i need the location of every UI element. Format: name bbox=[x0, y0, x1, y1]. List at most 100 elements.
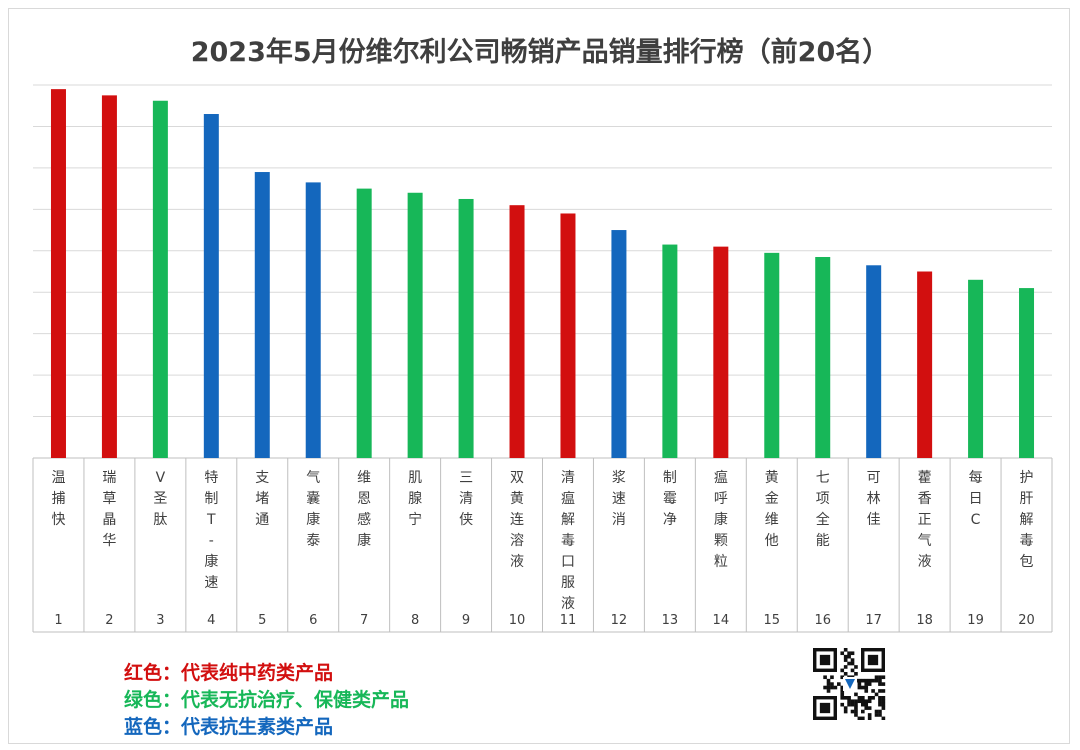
qr-module bbox=[843, 665, 848, 669]
qr-module bbox=[847, 696, 851, 700]
bar bbox=[560, 213, 576, 458]
legend-item-red: 红色：代表纯中药类产品 bbox=[124, 662, 334, 684]
rank-label: 13 bbox=[662, 613, 679, 628]
legend-item-blue: 蓝色：代表抗生素类产品 bbox=[124, 716, 334, 738]
qr-module bbox=[833, 685, 838, 690]
qr-module bbox=[854, 706, 858, 710]
qr-module bbox=[837, 682, 841, 686]
qr-module bbox=[840, 668, 845, 673]
qr-module bbox=[854, 692, 858, 697]
bar bbox=[866, 265, 882, 458]
qr-module bbox=[881, 716, 886, 720]
rank-label: 10 bbox=[509, 613, 526, 628]
x-tick-label: V 圣肽 bbox=[153, 470, 167, 528]
qr-module bbox=[854, 713, 858, 717]
rank-label: 14 bbox=[713, 613, 730, 628]
qr-module bbox=[830, 682, 834, 686]
x-tick-label: 制霉净 bbox=[663, 470, 677, 528]
qr-module bbox=[854, 665, 858, 669]
qr-module bbox=[826, 689, 831, 693]
qr-module bbox=[881, 706, 886, 710]
qr-module bbox=[854, 672, 858, 676]
x-tick-label: 双黄连溶液 bbox=[510, 470, 524, 570]
qr-module bbox=[840, 651, 845, 656]
qr-module bbox=[847, 654, 851, 659]
qr-module bbox=[871, 678, 875, 683]
qr-module bbox=[867, 699, 872, 704]
bar bbox=[356, 188, 372, 458]
bar bbox=[764, 252, 780, 458]
qr-module bbox=[843, 672, 848, 676]
qr-module bbox=[864, 699, 869, 704]
rank-label: 16 bbox=[814, 613, 831, 628]
bar-chart: 温捕快 1 瑞草晶华 2 V 圣肽 3 特制 T -康速 4 支堵通 5 气囊康泰 6 维恩感康 7 肌腺宁 8 三清… bbox=[32, 84, 1053, 633]
qr-module bbox=[826, 682, 831, 686]
qr-module bbox=[830, 685, 834, 690]
qr-module bbox=[826, 678, 831, 683]
x-tick-label: 瘟呼康颗粒 bbox=[714, 469, 728, 570]
qr-module bbox=[819, 702, 831, 714]
x-tick-label: 清瘟解毒口服液 bbox=[561, 470, 575, 612]
qr-module bbox=[840, 685, 845, 690]
qr-module bbox=[861, 709, 865, 714]
qr-module bbox=[840, 692, 845, 697]
rank-label: 8 bbox=[411, 613, 419, 628]
qr-module bbox=[850, 658, 855, 662]
qr-module bbox=[881, 696, 886, 700]
qr-module bbox=[823, 675, 827, 680]
qr-module bbox=[840, 696, 845, 700]
qr-module bbox=[847, 699, 851, 704]
rank-label: 1 bbox=[54, 613, 62, 628]
rank-label: 17 bbox=[865, 613, 882, 628]
qr-module bbox=[850, 651, 855, 656]
qr-module bbox=[843, 648, 848, 652]
qr-module bbox=[854, 699, 858, 704]
bar bbox=[101, 95, 117, 458]
rank-label: 9 bbox=[462, 613, 470, 628]
x-tick-label: 藿香正气液 bbox=[918, 470, 932, 570]
qr-module bbox=[857, 678, 862, 683]
qr-module bbox=[878, 689, 882, 693]
chart-title: 2023年5月份维尔利公司畅销产品销量排行榜（前20名） bbox=[190, 37, 890, 68]
qr-module bbox=[819, 654, 831, 666]
qr-module bbox=[857, 682, 862, 686]
x-tick-label: 温捕快 bbox=[51, 470, 65, 528]
qr-module bbox=[878, 682, 882, 686]
qr-module bbox=[826, 685, 831, 690]
qr-module bbox=[878, 702, 882, 707]
qr-module bbox=[881, 702, 886, 707]
qr-module bbox=[864, 702, 869, 707]
qr-module bbox=[823, 685, 827, 690]
rank-label: 4 bbox=[207, 613, 215, 628]
qr-module bbox=[864, 685, 869, 690]
x-tick-label: 护肝解毒包 bbox=[1020, 470, 1034, 570]
qr-module bbox=[871, 689, 875, 693]
bar bbox=[713, 246, 729, 458]
bar bbox=[203, 114, 219, 458]
x-tick-label: 可林佳 bbox=[867, 470, 881, 528]
qr-module bbox=[878, 709, 882, 714]
x-tick-label: 浆速消 bbox=[612, 470, 626, 528]
bar bbox=[611, 230, 627, 458]
qr-module bbox=[861, 699, 865, 704]
qr-module bbox=[850, 702, 855, 707]
qr-module bbox=[874, 713, 879, 717]
qr-module bbox=[867, 696, 872, 700]
x-tick-label: 特制 T -康速 bbox=[204, 470, 218, 591]
bar bbox=[917, 271, 933, 458]
qr-module bbox=[874, 675, 879, 680]
qr-module bbox=[830, 675, 834, 680]
qr-module bbox=[867, 716, 872, 720]
rank-label: 15 bbox=[764, 613, 781, 628]
qr-module bbox=[874, 709, 879, 714]
bar bbox=[815, 256, 831, 458]
qr-module bbox=[861, 702, 865, 707]
qr-module bbox=[881, 682, 886, 686]
bar bbox=[50, 89, 66, 459]
qr-logo-icon bbox=[845, 679, 855, 689]
bar bbox=[1019, 288, 1035, 458]
rank-label: 20 bbox=[1018, 613, 1035, 628]
qr-module bbox=[850, 709, 855, 714]
qr-module bbox=[850, 668, 855, 673]
bar bbox=[509, 205, 525, 458]
